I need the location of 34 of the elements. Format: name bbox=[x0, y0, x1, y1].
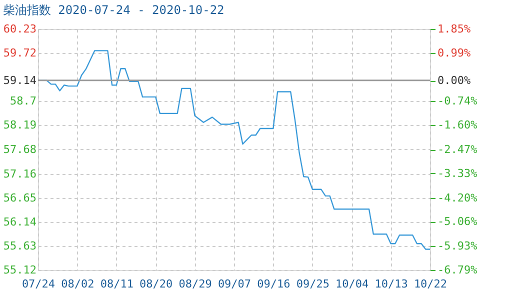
y2-tick-label: -4.20% bbox=[438, 191, 478, 204]
y-tick-label: 56.65 bbox=[3, 191, 36, 204]
x-tick-label: 10/13 bbox=[374, 278, 408, 290]
x-tick-label: 10/22 bbox=[414, 278, 448, 290]
y2-tick-label: -2.47% bbox=[438, 143, 478, 156]
y-tick-label: 55.12 bbox=[3, 264, 36, 276]
y2-tick-label: -5.93% bbox=[438, 240, 478, 253]
y-tick-label: 60.23 bbox=[3, 22, 36, 36]
x-tick-label: 08/20 bbox=[140, 278, 173, 290]
x-tick-label: 08/29 bbox=[178, 278, 212, 290]
x-tick-label: 10/04 bbox=[336, 278, 370, 290]
x-tick-label: 07/24 bbox=[22, 278, 56, 290]
y2-tick-label: -0.74% bbox=[438, 94, 478, 108]
y-tick-label: 59.72 bbox=[3, 46, 36, 60]
y-tick-label: 58.7 bbox=[10, 94, 36, 108]
x-tick-label: 09/25 bbox=[296, 278, 330, 290]
y-tick-label: 58.19 bbox=[3, 118, 36, 132]
y-tick-label: 59.14 bbox=[3, 74, 37, 87]
y2-tick-label: -6.79% bbox=[438, 264, 478, 276]
x-tick-label: 08/11 bbox=[100, 278, 134, 290]
y2-tick-label: 0.00% bbox=[438, 74, 471, 88]
x-tick-label: 08/02 bbox=[61, 278, 94, 290]
y2-tick-label: -1.60% bbox=[438, 118, 478, 132]
y-tick-label: 57.68 bbox=[3, 142, 36, 156]
y2-tick-label: 0.99% bbox=[438, 46, 471, 60]
y2-tick-label: 1.85% bbox=[438, 22, 471, 36]
y-tick-label: 57.16 bbox=[3, 167, 36, 180]
y-tick-label: 56.14 bbox=[3, 215, 37, 228]
x-tick-label: 09/07 bbox=[218, 278, 252, 290]
y-tick-label: 55.63 bbox=[3, 239, 36, 252]
x-tick-label: 09/16 bbox=[257, 278, 290, 290]
y2-tick-label: -5.06% bbox=[438, 215, 478, 228]
y2-tick-label: -3.33% bbox=[438, 166, 478, 180]
chart-title: 柴油指数 2020-07-24 - 2020-10-22 bbox=[2, 3, 224, 17]
